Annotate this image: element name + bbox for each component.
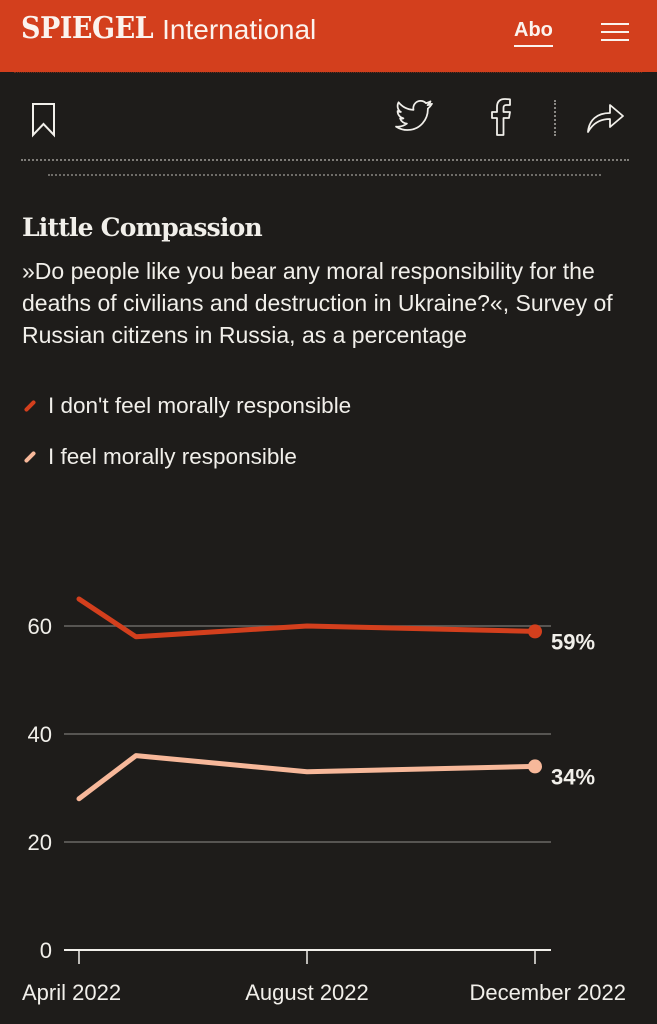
series-line-0 bbox=[76, 596, 538, 640]
x-tick-label-2: December 2022 bbox=[469, 980, 626, 1005]
toolbar-divider-line bbox=[21, 159, 629, 161]
facebook-icon[interactable] bbox=[489, 97, 515, 137]
brand-logo-link[interactable]: SPIEGEL International bbox=[21, 11, 317, 46]
subscribe-link[interactable]: Abo bbox=[514, 19, 553, 47]
y-tick-label-60: 60 bbox=[28, 614, 52, 639]
chart-title: Little Compassion bbox=[22, 213, 263, 242]
share-icon[interactable] bbox=[586, 99, 626, 135]
x-tick-label-0: April 2022 bbox=[22, 980, 121, 1005]
legend-swatch-responsible bbox=[22, 450, 36, 464]
line-chart: 0 20 40 60 April 2022 August 2022 December 202… bbox=[22, 596, 626, 1005]
y-tick-label-20: 20 bbox=[28, 830, 52, 855]
end-label-1: 34% bbox=[551, 764, 595, 789]
twitter-icon[interactable] bbox=[395, 98, 435, 134]
data-point-s1-3 bbox=[528, 759, 542, 774]
data-point-s0-3 bbox=[528, 624, 542, 639]
legend-item-not-responsible: I don't feel morally responsible bbox=[22, 391, 351, 421]
chart-legend: I don't feel morally responsible I feel … bbox=[22, 391, 351, 493]
y-tick-label-40: 40 bbox=[28, 722, 52, 747]
bookmark-icon[interactable] bbox=[31, 102, 57, 138]
x-tick-label-1: August 2022 bbox=[245, 980, 369, 1005]
menu-icon[interactable] bbox=[601, 20, 631, 44]
toolbar-divider bbox=[554, 100, 556, 136]
header-divider bbox=[14, 72, 642, 74]
toolbar-divider-line-secondary bbox=[48, 174, 601, 176]
series-line-1 bbox=[76, 753, 538, 802]
end-label-0: 59% bbox=[551, 629, 595, 654]
legend-label: I feel morally responsible bbox=[48, 444, 297, 469]
chart-subtitle: »Do people like you bear any moral respo… bbox=[22, 258, 613, 348]
top-bar: SPIEGEL International Abo bbox=[0, 0, 657, 72]
y-tick-label-0: 0 bbox=[40, 938, 52, 963]
brand-section: International bbox=[162, 14, 317, 45]
legend-swatch-not-responsible bbox=[22, 399, 36, 413]
brand-logo: SPIEGEL bbox=[21, 11, 154, 46]
legend-item-responsible: I feel morally responsible bbox=[22, 442, 351, 472]
legend-label: I don't feel morally responsible bbox=[48, 393, 352, 418]
